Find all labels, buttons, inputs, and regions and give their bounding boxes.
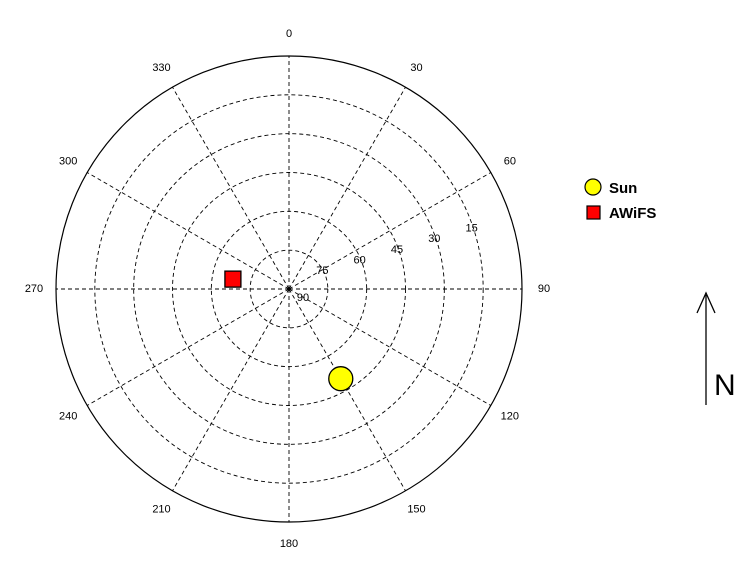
spoke-210 — [172, 288, 290, 492]
spoke-30 — [288, 86, 406, 290]
angle-tick-120: 120 — [501, 410, 519, 422]
angle-tick-60: 60 — [504, 155, 516, 167]
north-label: N — [714, 369, 736, 402]
elevation-ring-45 — [172, 172, 406, 406]
angle-tick-300: 300 — [59, 155, 77, 167]
elevation-ring-labels: 15 30 45 60 75 90 — [297, 222, 478, 304]
legend: Sun AWiFS — [584, 178, 656, 222]
ring-label-90: 90 — [297, 292, 309, 304]
spoke-60 — [288, 172, 492, 290]
spoke-330 — [172, 86, 290, 290]
legend-awifs-label: AWiFS — [609, 205, 656, 222]
legend-awifs-marker — [586, 205, 601, 220]
ring-label-15: 15 — [466, 222, 478, 234]
point-sun — [328, 366, 354, 392]
angle-tick-0: 0 — [286, 28, 292, 40]
ring-label-75: 75 — [316, 265, 328, 277]
north-arrow-head — [696, 291, 716, 314]
angle-tick-90: 90 — [538, 283, 550, 295]
angle-tick-150: 150 — [407, 504, 425, 516]
angle-tick-210: 210 — [152, 504, 170, 516]
elevation-ring-15 — [94, 94, 484, 484]
ring-label-30: 30 — [428, 233, 440, 245]
angle-tick-270: 270 — [25, 283, 43, 295]
spoke-120 — [288, 288, 492, 406]
polar-grid — [55, 55, 523, 523]
angle-tick-240: 240 — [59, 410, 77, 422]
angle-tick-labels: 0 30 60 90 120 150 180 210 240 270 300 330 — [25, 28, 550, 550]
point-awifs — [224, 270, 242, 288]
north-arrow: N — [696, 291, 736, 405]
ring-label-60: 60 — [354, 254, 366, 266]
spoke-300 — [86, 172, 290, 290]
spoke-240 — [86, 288, 290, 406]
angle-tick-180: 180 — [280, 538, 298, 550]
legend-sun-label: Sun — [609, 180, 637, 197]
ring-label-45: 45 — [391, 244, 403, 256]
legend-sun-marker — [584, 178, 602, 196]
angle-tick-330: 330 — [152, 62, 170, 74]
spoke-150 — [288, 288, 406, 492]
angle-tick-30: 30 — [410, 62, 422, 74]
data-points — [224, 270, 354, 392]
